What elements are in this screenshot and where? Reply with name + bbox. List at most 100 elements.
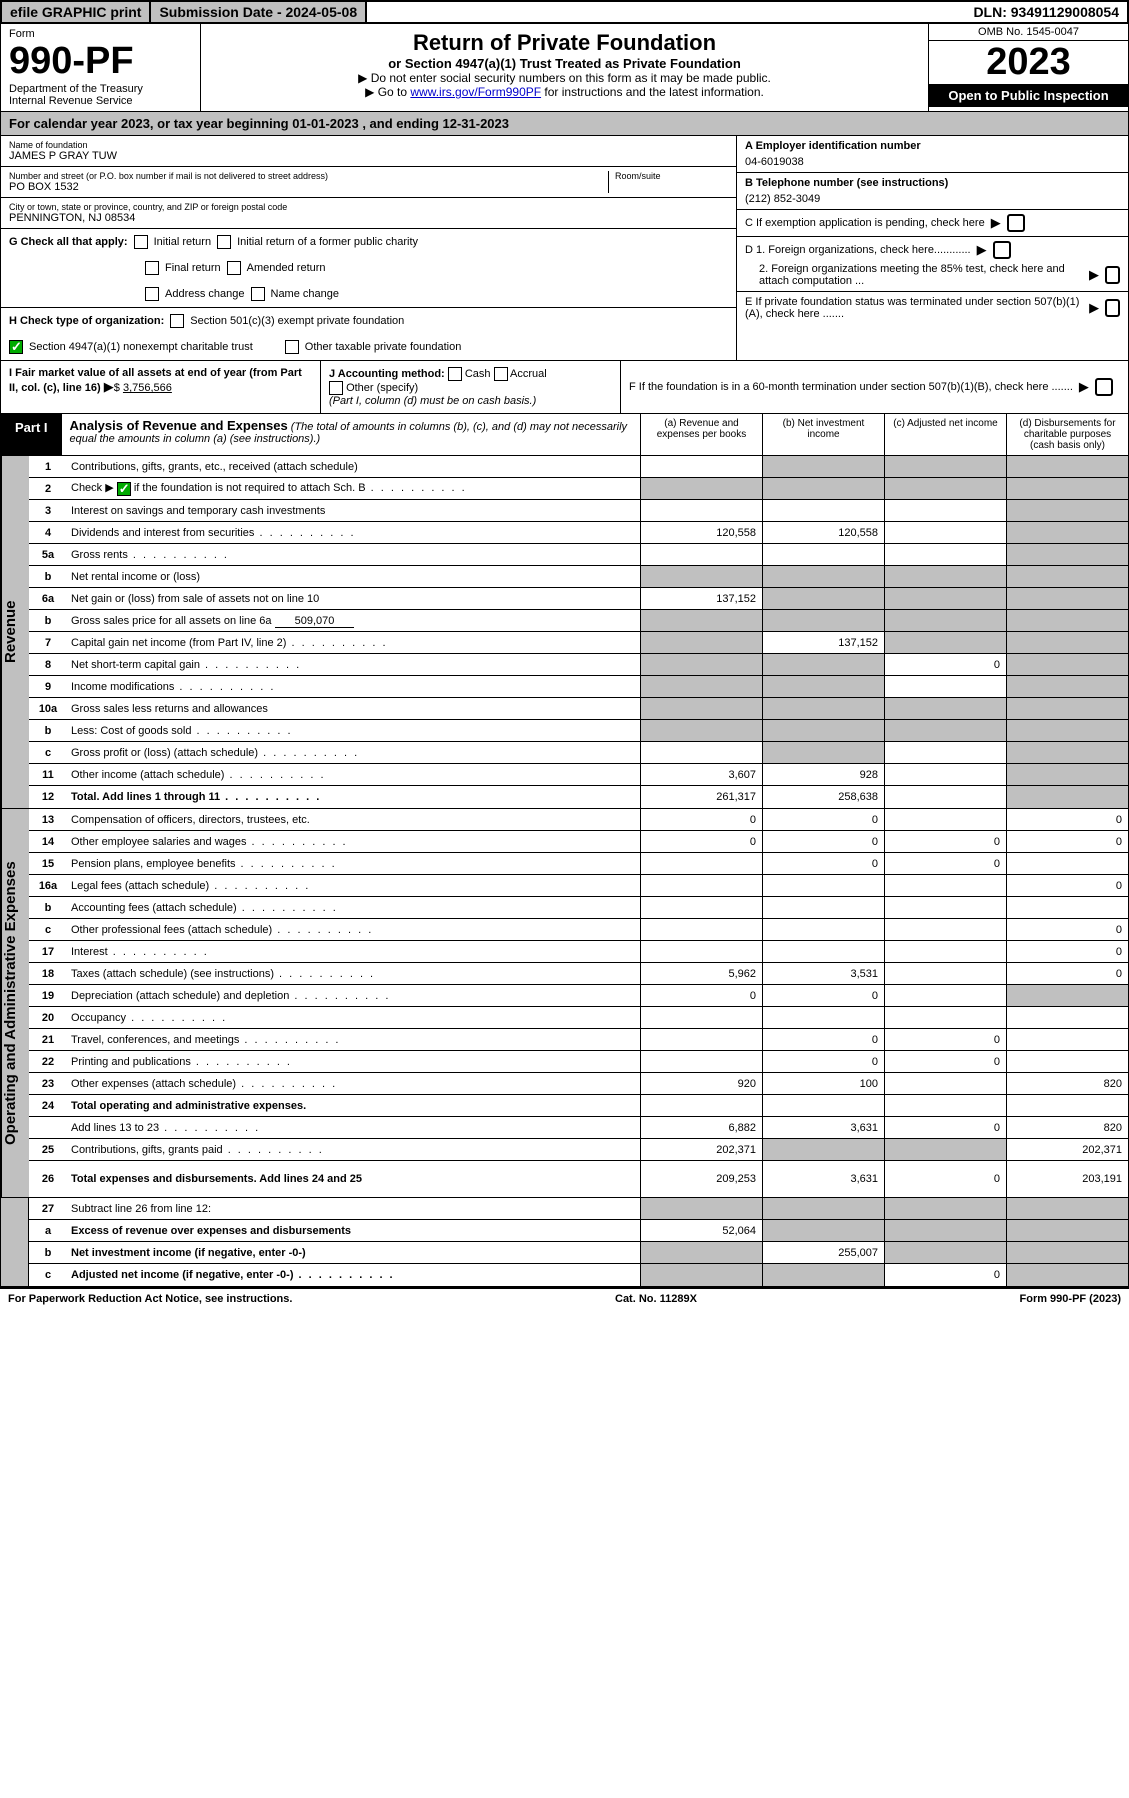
r11a: 3,607 [640, 764, 762, 785]
col-b: (b) Net investment income [762, 414, 884, 455]
exemption-pending-checkbox[interactable] [1007, 214, 1025, 232]
r12: Total. Add lines 1 through 11 [67, 788, 640, 806]
info-block: Name of foundation JAMES P GRAY TUW Numb… [0, 136, 1129, 361]
r6b-pre: Gross sales price for all assets on line… [71, 615, 272, 627]
calendar-year: For calendar year 2023, or tax year begi… [0, 112, 1129, 136]
initial-former-checkbox[interactable] [217, 235, 231, 249]
j2: Accrual [510, 368, 547, 380]
submission-date: Submission Date - 2024-05-08 [151, 2, 367, 22]
r17: Interest [67, 943, 640, 961]
line27-table: 27Subtract line 26 from line 12: aExcess… [0, 1198, 1129, 1287]
final-return-checkbox[interactable] [145, 261, 159, 275]
r16ad: 0 [1006, 875, 1128, 896]
b-label: B Telephone number (see instructions) [745, 177, 948, 189]
h3: Other taxable private foundation [305, 341, 462, 353]
foundation-name: JAMES P GRAY TUW [9, 150, 728, 162]
room-label: Room/suite [615, 171, 728, 181]
r27a: Excess of revenue over expenses and disb… [67, 1222, 640, 1240]
city: PENNINGTON, NJ 08534 [9, 212, 728, 224]
header-right: OMB No. 1545-0047 2023 Open to Public In… [928, 24, 1128, 111]
form-label: Form [9, 28, 192, 40]
r18a: 5,962 [640, 963, 762, 984]
r21c: 0 [884, 1029, 1006, 1050]
accrual-checkbox[interactable] [494, 367, 508, 381]
r25a: 202,371 [640, 1139, 762, 1160]
501c3-checkbox[interactable] [170, 314, 184, 328]
r21: Travel, conferences, and meetings [67, 1031, 640, 1049]
omb: OMB No. 1545-0047 [929, 24, 1128, 41]
r6b: Gross sales price for all assets on line… [67, 612, 640, 630]
other-method-checkbox[interactable] [329, 381, 343, 395]
r22: Printing and publications [67, 1053, 640, 1071]
g3: Final return [165, 262, 221, 274]
r27cc: 0 [884, 1264, 1006, 1286]
part-desc: Analysis of Revenue and Expenses (The to… [62, 414, 640, 455]
r15c: 0 [884, 853, 1006, 874]
r11b: 928 [762, 764, 884, 785]
header: Form 990-PF Department of the Treasury I… [0, 24, 1129, 112]
initial-return-checkbox[interactable] [134, 235, 148, 249]
r7b: 137,152 [762, 632, 884, 653]
status-terminated-checkbox[interactable] [1105, 299, 1120, 317]
instr2-pre: ▶ Go to [365, 85, 410, 99]
ij-section: I Fair market value of all assets at end… [0, 361, 1129, 414]
g5: Address change [165, 288, 245, 300]
irs-link[interactable]: www.irs.gov/Form990PF [410, 85, 541, 99]
f-label: F If the foundation is in a 60-month ter… [629, 381, 1073, 393]
r6aa: 137,152 [640, 588, 762, 609]
foreign-85-checkbox[interactable] [1105, 266, 1120, 284]
r4: Dividends and interest from securities [67, 524, 640, 542]
name-change-checkbox[interactable] [251, 287, 265, 301]
header-mid: Return of Private Foundation or Section … [201, 24, 928, 111]
expense-side-label: Operating and Administrative Expenses [1, 809, 29, 1197]
4947-checkbox[interactable] [9, 340, 23, 354]
r16cd: 0 [1006, 919, 1128, 940]
arrow-icon: ▶ [991, 215, 1001, 231]
arrow-icon: ▶ [1089, 267, 1099, 283]
instruct-1: ▶ Do not enter social security numbers o… [207, 71, 922, 85]
r7: Capital gain net income (from Part IV, l… [67, 634, 640, 652]
e-cell: E If private foundation status was termi… [737, 292, 1128, 324]
col-d: (d) Disbursements for charitable purpose… [1006, 414, 1128, 455]
irs: Internal Revenue Service [9, 95, 192, 107]
r13: Compensation of officers, directors, tru… [67, 811, 640, 829]
r5b: Net rental income or (loss) [67, 568, 640, 586]
address-change-checkbox[interactable] [145, 287, 159, 301]
r13a: 0 [640, 809, 762, 830]
cash-checkbox[interactable] [448, 367, 462, 381]
r14a: 0 [640, 831, 762, 852]
addr-cell: Number and street (or P.O. box number if… [1, 167, 736, 198]
dept: Department of the Treasury [9, 83, 192, 95]
r24-2: Add lines 13 to 23 [67, 1119, 640, 1137]
r8: Net short-term capital gain [67, 656, 640, 674]
line27-rows: 27Subtract line 26 from line 12: aExcess… [29, 1198, 1128, 1286]
r26c: 0 [884, 1161, 1006, 1197]
info-left: Name of foundation JAMES P GRAY TUW Numb… [1, 136, 736, 360]
i-cell: I Fair market value of all assets at end… [1, 361, 321, 413]
h-checks: H Check type of organization: Section 50… [1, 308, 736, 360]
60month-checkbox[interactable] [1095, 378, 1113, 396]
j-cell: J Accounting method: Cash Accrual Other … [321, 361, 621, 413]
r14c: 0 [884, 831, 1006, 852]
f-cell: F If the foundation is in a 60-month ter… [621, 361, 1128, 413]
name-label: Name of foundation [9, 140, 728, 150]
r5a: Gross rents [67, 546, 640, 564]
r18b: 3,531 [762, 963, 884, 984]
r13b: 0 [762, 809, 884, 830]
schb-checkbox[interactable] [117, 482, 131, 496]
j-label: J Accounting method: [329, 368, 445, 380]
foreign-org-checkbox[interactable] [993, 241, 1011, 259]
addr-label: Number and street (or P.O. box number if… [9, 171, 608, 181]
r26: Total expenses and disbursements. Add li… [67, 1170, 640, 1188]
r19: Depreciation (attach schedule) and deple… [67, 987, 640, 1005]
j3: Other (specify) [346, 382, 418, 394]
amended-checkbox[interactable] [227, 261, 241, 275]
part-label: Part I [1, 414, 62, 455]
r12a: 261,317 [640, 786, 762, 808]
r10b: Less: Cost of goods sold [67, 722, 640, 740]
r3: Interest on savings and temporary cash i… [67, 502, 640, 520]
col-a: (a) Revenue and expenses per books [640, 414, 762, 455]
r6b-val: 509,070 [275, 615, 355, 628]
other-taxable-checkbox[interactable] [285, 340, 299, 354]
r27b: Net investment income (if negative, ente… [67, 1244, 640, 1262]
